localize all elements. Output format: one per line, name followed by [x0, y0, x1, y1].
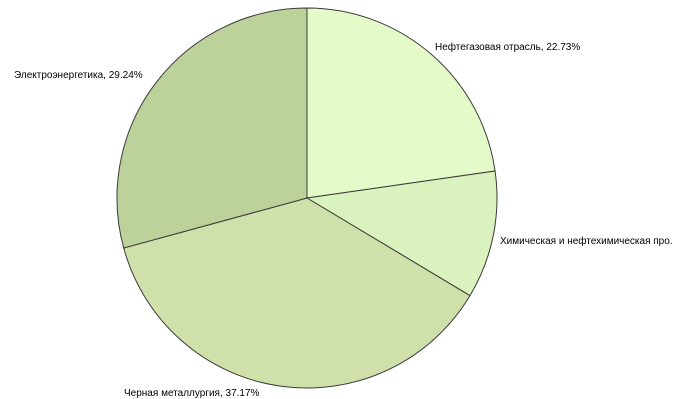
- pie-slice-2: [123, 197, 471, 389]
- pie-slice-1: [305, 170, 498, 297]
- slice-label-3: Электроэнергетика, 29.24%: [14, 70, 143, 81]
- pie-slices: [116, 7, 498, 389]
- pie-slice-3: [116, 7, 308, 249]
- slice-label-1: Химическая и нефтехимическая про.: [500, 235, 673, 247]
- slice-label-2: Черная металлургия, 37.17%: [124, 388, 260, 399]
- pie-slice-0: [306, 7, 496, 199]
- pie-labels: Нефтегазовая отрасль, 22.73% Химическая …: [14, 41, 673, 399]
- slice-label-0: Нефтегазовая отрасль, 22.73%: [435, 41, 580, 53]
